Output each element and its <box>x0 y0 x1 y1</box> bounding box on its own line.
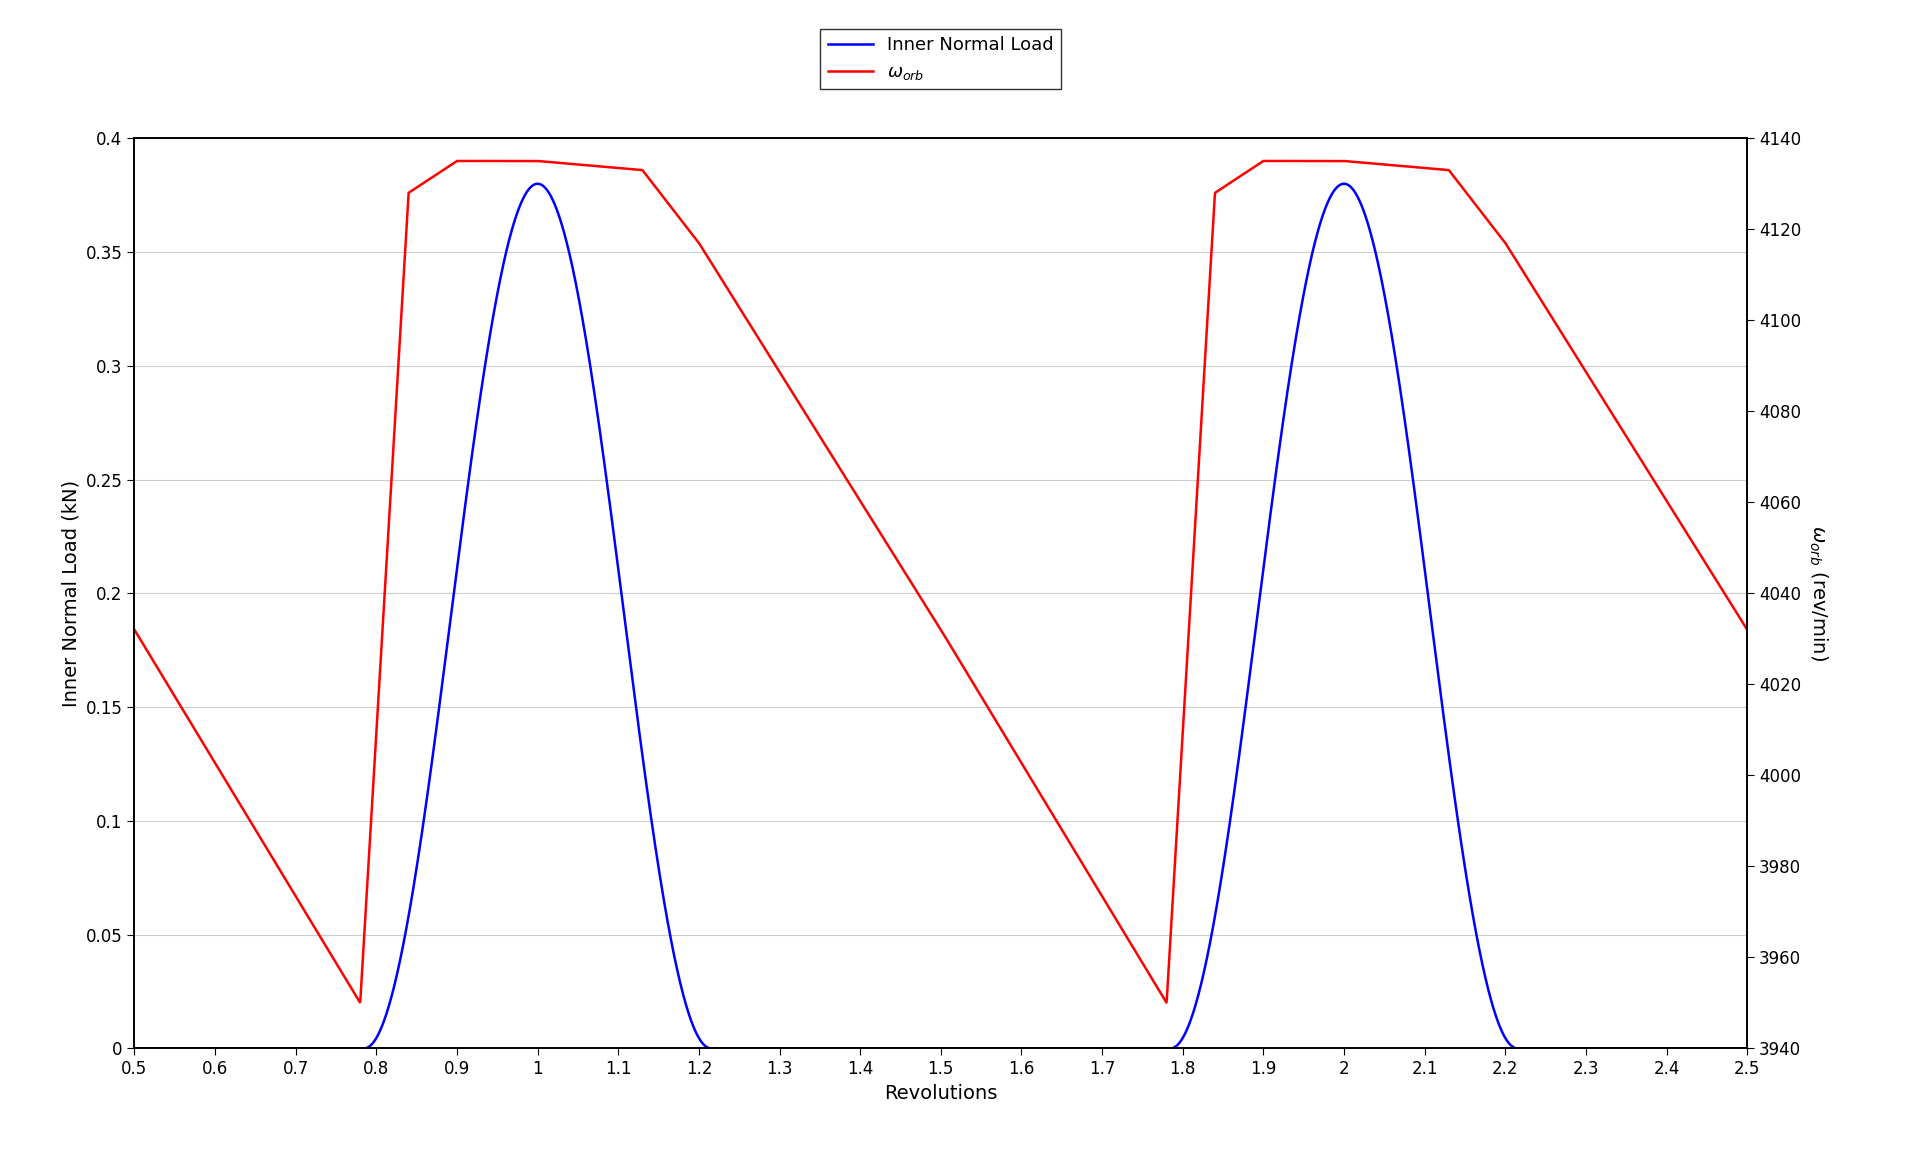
$\omega_{orb}$ <box>889 559 912 573</box>
Inner Normal Load <box>1736 1041 1759 1055</box>
$\omega_{orb}$ <box>1736 623 1759 637</box>
$\omega_{orb}$ <box>445 154 468 168</box>
$\omega_{orb}$ <box>814 438 837 452</box>
Inner Normal Load <box>801 1041 824 1055</box>
Inner Normal Load <box>526 177 549 191</box>
Inner Normal Load <box>123 1041 146 1055</box>
Inner Normal Load <box>1607 1041 1630 1055</box>
$\omega_{orb}$ <box>123 623 146 637</box>
$\omega_{orb}$ <box>1296 154 1319 168</box>
Inner Normal Load <box>889 1041 912 1055</box>
Legend: Inner Normal Load, $\omega_{orb}$: Inner Normal Load, $\omega_{orb}$ <box>820 29 1062 90</box>
$\omega_{orb}$ <box>1688 545 1711 559</box>
Y-axis label: $\omega_{orb}$ (rev/min): $\omega_{orb}$ (rev/min) <box>1807 525 1830 661</box>
Inner Normal Load <box>1686 1041 1709 1055</box>
Line: Inner Normal Load: Inner Normal Load <box>134 184 1747 1048</box>
Line: $\omega_{orb}$: $\omega_{orb}$ <box>134 161 1747 1002</box>
$\omega_{orb}$ <box>1607 416 1630 430</box>
Inner Normal Load <box>1294 273 1317 287</box>
X-axis label: Revolutions: Revolutions <box>883 1084 998 1102</box>
$\omega_{orb}$ <box>801 417 824 431</box>
Y-axis label: Inner Normal Load (kN): Inner Normal Load (kN) <box>61 479 81 707</box>
$\omega_{orb}$ <box>1156 995 1179 1009</box>
Inner Normal Load <box>814 1041 837 1055</box>
